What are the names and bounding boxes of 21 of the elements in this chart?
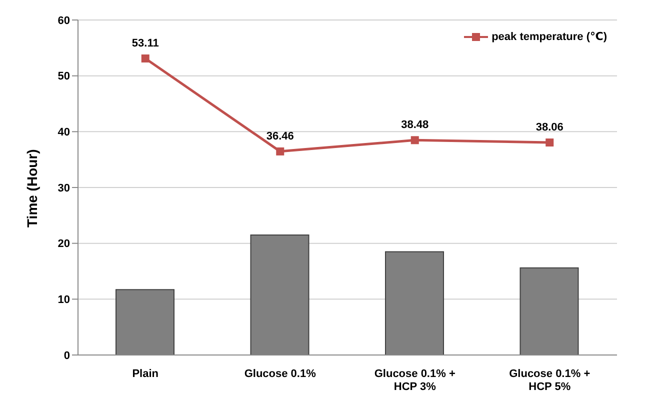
- y-tick-label: 40: [58, 126, 70, 139]
- x-tick-label: Glucose 0.1% + HCP 3%: [374, 368, 456, 393]
- y-axis-title: Time (Hour): [24, 149, 40, 228]
- point: [410, 136, 419, 144]
- y-tick-label: 0: [64, 350, 70, 362]
- point: [546, 138, 554, 146]
- point: [276, 147, 284, 156]
- data-label: 53.11: [132, 37, 159, 50]
- x-tick-label: Plain: [132, 368, 159, 380]
- x-tick-label: Glucose 0.1% + HCP 5%: [509, 368, 590, 393]
- legend-label: peak temperature (℃): [492, 30, 607, 43]
- y-tick-label: 50: [58, 70, 70, 83]
- data-label: 36.46: [266, 130, 294, 142]
- y-tick-label: 60: [58, 14, 70, 27]
- y-tick-label: 30: [58, 182, 70, 194]
- x-tick-label: Glucose 0.1%: [244, 368, 316, 380]
- data-label: 38.48: [401, 119, 429, 132]
- point: [141, 54, 150, 62]
- y-tick-label: 20: [58, 238, 70, 250]
- y-tick-label: 10: [58, 294, 70, 306]
- data-label: 38.06: [536, 122, 564, 134]
